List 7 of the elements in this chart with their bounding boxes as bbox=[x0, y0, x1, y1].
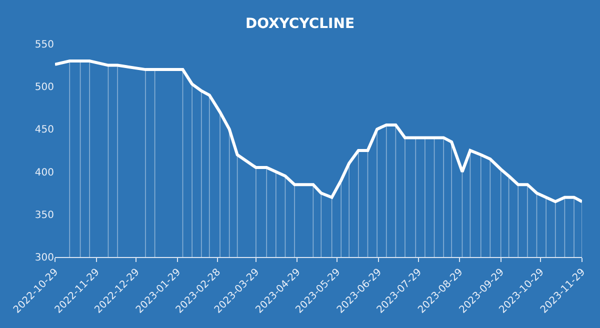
y-tick-label: 350 bbox=[34, 210, 54, 221]
y-tick-label: 400 bbox=[34, 167, 54, 178]
y-tick-label: 300 bbox=[34, 252, 54, 264]
y-tick-label: 450 bbox=[34, 124, 54, 136]
y-tick-label: 550 bbox=[34, 40, 54, 50]
chart-title: DOXYCYCLINE bbox=[245, 16, 355, 32]
y-tick-label: 500 bbox=[34, 82, 54, 94]
